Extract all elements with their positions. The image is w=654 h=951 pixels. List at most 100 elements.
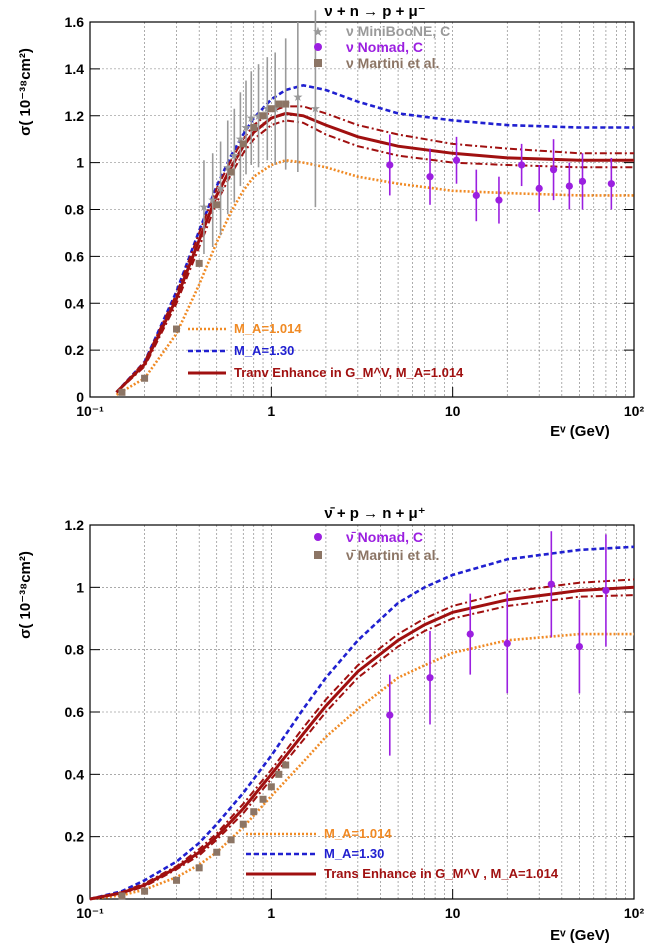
x-tick-label: 1 [267,905,275,921]
y-tick-label: 0.4 [65,295,85,311]
y-tick-label: 1.6 [65,14,85,30]
y-tick-label: 0.2 [65,829,85,845]
series-line-4 [115,119,634,394]
y-tick-label: 0.2 [65,342,85,358]
data-point [275,770,283,778]
data-point [503,639,511,648]
legend-label: M_A=1.30 [324,846,384,861]
series-line-1 [89,545,635,901]
data-point [575,642,584,651]
data-point [227,836,235,844]
series-line-0 [115,158,634,396]
x-tick-label: 1 [267,403,275,419]
data-point [195,864,203,872]
data-point [578,177,587,185]
y-tick-label: 0.4 [65,766,85,782]
data-point [173,325,181,333]
data-point [239,140,247,148]
x-tick-label: 10⁻¹ [76,403,104,419]
data-point [213,848,221,856]
data-point: ★ [310,102,321,116]
legend-label: M_A=1.014 [324,826,392,841]
data-point [275,100,283,108]
data-point [227,168,235,176]
data-point [452,156,461,164]
grid [90,22,634,397]
data-point [386,711,394,719]
data-point [426,674,434,682]
data-point [118,892,126,900]
data-point: ★ [207,193,218,207]
data-point [259,112,267,120]
data-point: ★ [241,120,252,134]
data-point: ★ [222,160,233,174]
data-point [602,586,610,595]
x-tick-label: 10 [445,403,461,419]
x-tick-label: 10² [624,905,645,921]
data-point: ★ [262,102,273,116]
chart-title: ν + n → p + μ⁻ [324,3,425,20]
data-point [495,196,503,204]
y-tick-label: 1.4 [65,61,85,77]
legend-label: M_A=1.30 [234,343,294,358]
data-point [267,105,275,113]
data-point [466,630,474,638]
upper-panel: 0 0.2 0.4 0.6 0.8 1 1.2 1.4 1.6 10⁻¹ 1 10 10² ν + n →… [17,3,644,440]
data-point [549,166,558,174]
chart-title: ν̄ + p → n + μ⁺ [324,505,425,522]
series-line-3 [115,105,634,393]
legend-marker [314,533,322,541]
y-tick-label: 1.2 [65,517,85,533]
data-point [565,182,573,190]
data-point [547,580,555,588]
lower-panel: 0 0.2 0.4 0.6 0.8 1 1.2 10⁻¹ 1 10 10² ν̄ + p → n + … [17,505,644,944]
data-point [426,173,434,181]
legend-label: Tranv Enhance in G_M^V, M_A=1.014 [234,365,464,380]
y-tick-label: 1 [76,579,84,595]
y-tick-label: 0.6 [65,248,85,264]
data-point [141,887,149,895]
legend-marker: ★ [312,24,324,39]
x-tick-label: 10⁻¹ [76,905,104,921]
x-tick-label: 10² [624,403,645,419]
data-point [386,161,394,169]
y-tick-label: 0 [76,389,84,405]
legend-label: Trans Enhance in G_M^V , M_A=1.014 [324,866,559,881]
legend-label: ν̄ Martini et al. [346,547,439,563]
data-point [250,123,258,131]
data-point [250,808,258,816]
series-line-4 [89,594,635,900]
data-point [282,100,290,108]
data-point [607,180,615,188]
legend-label: ν̄ Nomad, C [346,529,423,545]
y-tick-label: 1.2 [65,108,85,124]
y-tick-label: 0.8 [65,642,85,658]
data-point [535,184,543,193]
data-point [118,388,126,396]
data-point [472,191,480,200]
data-point [173,876,181,884]
y-axis-label: σ( 10⁻³⁸cm²) [17,551,34,639]
legend-marker [314,551,322,559]
data-point: ★ [199,200,210,214]
x-tick-label: 10 [445,905,461,921]
data-point [518,161,526,169]
data-point: ★ [235,132,246,146]
legend-label: ν Nomad, C [346,39,423,55]
y-tick-label: 0.6 [65,704,85,720]
data-point [259,795,267,803]
series-line-1 [115,83,634,394]
legend-label: ν Martini et al. [346,55,439,71]
legend-marker [314,59,322,67]
data-point [195,259,203,267]
data-point: ★ [229,149,240,163]
y-tick-label: 1 [76,155,84,171]
y-tick-label: 0.8 [65,202,85,218]
grid [90,525,634,899]
x-axis-label: Eᵛ (GeV) [550,423,610,440]
data-point [141,374,149,382]
data-point: ★ [215,181,226,195]
legend-label: M_A=1.014 [234,321,302,336]
series-line-2 [115,111,634,394]
data-point: ★ [253,109,264,123]
